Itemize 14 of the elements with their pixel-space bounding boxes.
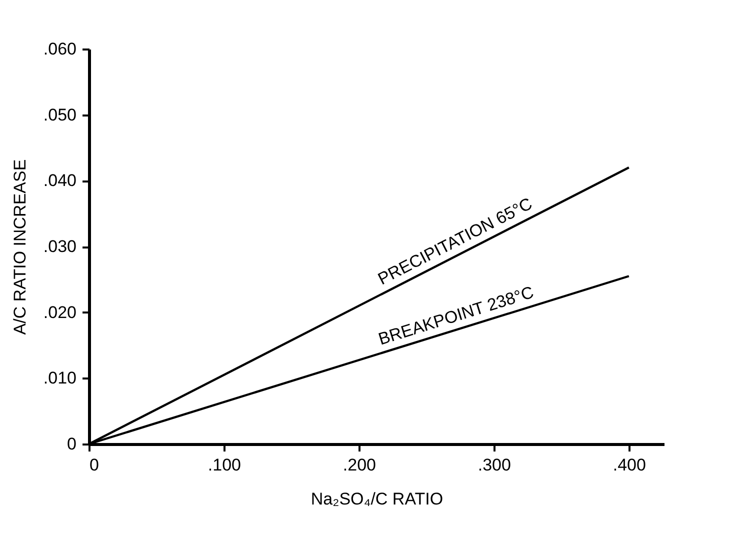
x-tick-label: .200 [342,456,376,474]
y-axis-title: A/C RATIO INCREASE [10,159,30,335]
x-tick-label: .300 [478,456,511,474]
x-tick-label: .400 [612,456,646,474]
y-tick-label: .040 [43,171,76,190]
y-tick-label: .010 [43,368,76,388]
y-tick-label: 0 [67,434,76,454]
y-tick-label: .030 [43,237,76,256]
x-axis-title: Na₂SO₄/C RATIO [310,490,444,508]
x-tick-label: .100 [208,456,242,474]
y-tick-label: .020 [43,302,76,322]
y-tick-label: .050 [43,105,76,124]
y-tick-label: .060 [43,40,76,58]
x-tick-label: 0 [90,456,99,474]
